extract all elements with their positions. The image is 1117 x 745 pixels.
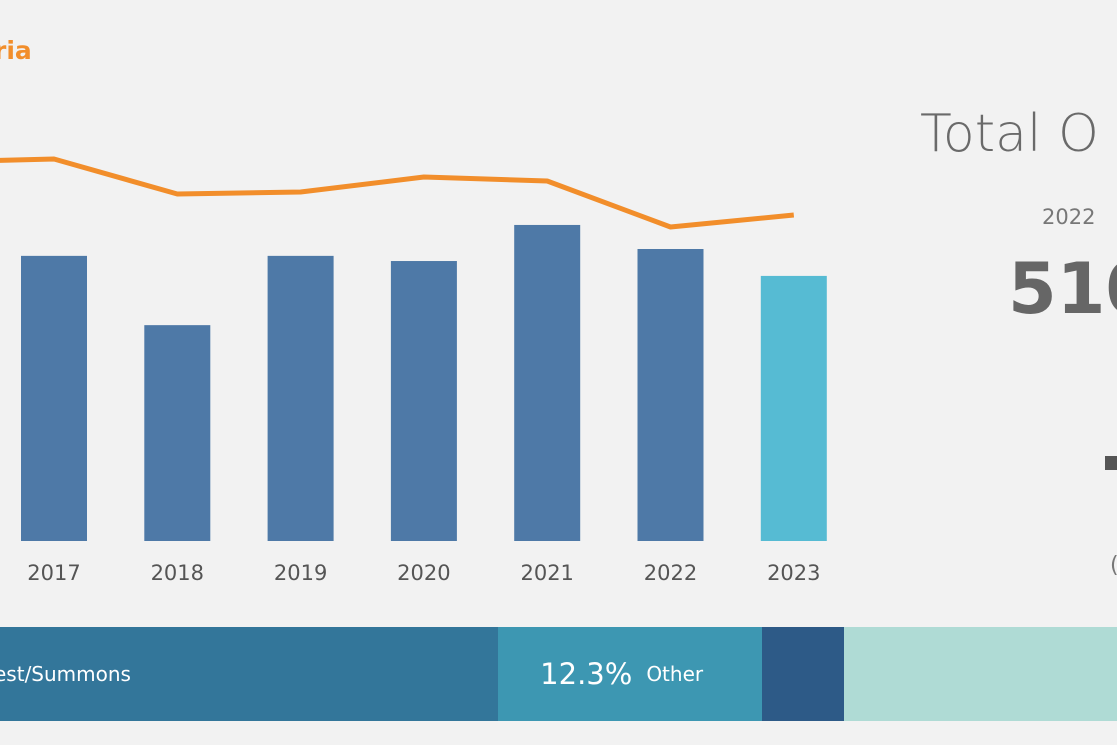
segment-label: est/Summons [0,662,131,686]
bar-line-chart: 2017 2018 2019 2020 2021 2022 2023 [0,156,827,585]
trend-line [0,156,795,230]
x-tick-label: 2017 [27,561,80,585]
x-tick-label: 2018 [151,561,204,585]
kpi-year: 2022 [1042,205,1096,229]
category-breakdown-bar: est/Summons 12.3% Other [0,627,1117,721]
kpi-title: Total O [920,104,1099,164]
kpi-change-indicator [1105,456,1117,470]
kpi-value: 510 [1008,248,1117,330]
x-tick-label: 2021 [520,561,573,585]
bar-2021[interactable] [514,224,581,541]
bar-2020[interactable] [390,261,457,541]
x-tick-label: 2022 [644,561,697,585]
segment-percent: 12.3% [540,657,633,691]
bar-2017[interactable] [21,255,87,541]
x-tick-label: 2023 [767,561,820,585]
x-tick-label: 2020 [397,561,450,585]
x-tick-label: 2019 [274,561,327,585]
kpi-subtext: ( [1110,553,1117,578]
breakdown-segment[interactable] [844,627,1117,721]
breakdown-segment[interactable]: est/Summons [0,627,499,721]
bar-2018[interactable] [144,325,211,541]
chart-title: ria [0,36,32,65]
breakdown-segment[interactable] [761,627,845,721]
breakdown-segment[interactable]: 12.3% Other [498,627,762,721]
bar-2019[interactable] [267,255,334,541]
bar-2023[interactable] [760,275,827,541]
segment-label: Other [646,662,704,686]
bar-2022[interactable] [637,249,704,541]
